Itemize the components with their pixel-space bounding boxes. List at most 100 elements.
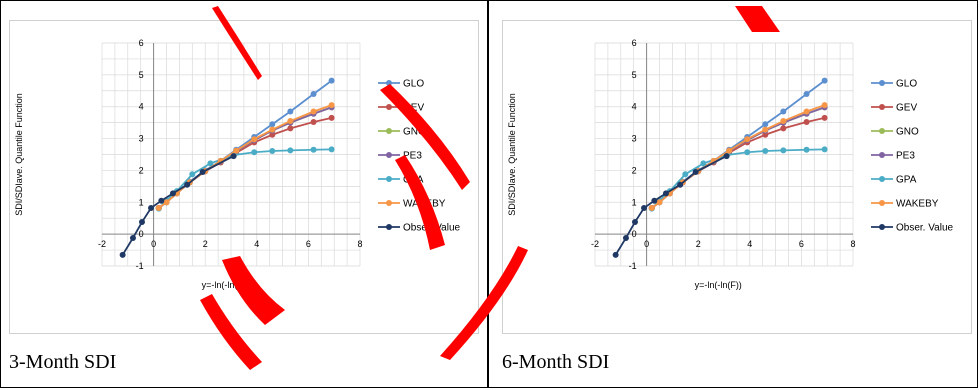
data-point-gpa [803, 146, 810, 153]
data-point-gpa [310, 146, 317, 153]
y-tick-label: 6 [632, 38, 637, 48]
data-point-wakeby [803, 108, 810, 115]
data-point-wakeby [821, 102, 828, 109]
data-point-wakeby [310, 108, 317, 115]
data-point-gpa [821, 146, 828, 153]
data-point-obser-value [119, 251, 126, 258]
series-pe3 [155, 104, 335, 212]
data-point-glo [762, 121, 769, 128]
legend-label: PE3 [896, 151, 915, 162]
data-point-gpa [762, 147, 769, 154]
data-point-obser-value [169, 190, 176, 197]
data-point-obser-value [662, 190, 669, 197]
caption-3-month: 3-Month SDI [9, 351, 117, 373]
y-tick-label: 2 [632, 165, 637, 175]
series-gno [155, 104, 335, 212]
legend-swatch-marker [386, 104, 392, 110]
legend-swatch-marker [386, 176, 392, 182]
legend-label: PE3 [403, 151, 422, 162]
series-obser-value [612, 153, 730, 258]
legend-label: Obser. Value [403, 223, 461, 234]
x-tick-label: 8 [357, 239, 362, 249]
data-point-gpa [700, 160, 707, 167]
series-line-wakeby [651, 104, 825, 209]
series-line-gpa [158, 148, 332, 210]
y-tick-label: 6 [139, 38, 144, 48]
chart-frame-6-month: -1 0 1 2 3 4 5 6 -2 0 2 4 6 8 y=-ln(-ln(F)) SDI/SDIave.… [502, 20, 972, 334]
data-point-wakeby [155, 205, 162, 212]
series-wakeby [155, 102, 335, 212]
legend-entry-obser-value: Obser. Value [378, 223, 461, 234]
data-point-gev [287, 125, 294, 132]
data-point-gpa [780, 147, 787, 154]
data-point-obser-value [129, 234, 136, 241]
x-tick-label: -2 [98, 239, 106, 249]
data-point-obser-value [631, 219, 638, 226]
legend-swatch-marker [879, 224, 885, 230]
y-tick-label: 0 [139, 229, 144, 239]
data-point-wakeby [648, 205, 655, 212]
data-point-obser-value [641, 205, 648, 212]
panel-6-month: -1 0 1 2 3 4 5 6 -2 0 2 4 6 8 y=-ln(-ln(F)) SDI/SDIave.… [488, 0, 978, 388]
series-gev [155, 114, 335, 212]
data-point-wakeby [780, 118, 787, 125]
data-point-gev [803, 119, 810, 126]
data-point-gev [328, 114, 335, 121]
legend-swatch-marker [386, 152, 392, 158]
y-tick-label: -1 [629, 261, 637, 271]
y-tick-label: 2 [139, 165, 144, 175]
data-point-gev [780, 125, 787, 132]
data-point-obser-value [692, 169, 699, 176]
series-line-gpa [651, 148, 825, 210]
data-point-obser-value [199, 169, 206, 176]
x-tick-label: 0 [151, 239, 156, 249]
y-tick-label: -1 [136, 261, 144, 271]
data-point-obser-value [651, 197, 658, 204]
legend-entry-gev: GEV [871, 103, 917, 114]
data-point-glo [310, 90, 317, 97]
series-obser-value [119, 153, 237, 258]
legend-entry-gev: GEV [378, 103, 424, 114]
x-tick-label: 6 [799, 239, 804, 249]
data-point-glo [328, 77, 335, 84]
data-point-wakeby [163, 199, 170, 206]
legend-label: GPA [896, 175, 917, 186]
legend-entry-gno: GNO [378, 127, 426, 138]
chart-3-month: -1 0 1 2 3 4 5 6 -2 0 2 4 6 8 y=-ln(-ln(F)) SDI/SDIave.… [14, 38, 461, 290]
legend-swatch-marker [386, 200, 392, 206]
x-tick-label: 8 [850, 239, 855, 249]
legend-swatch-marker [386, 128, 392, 134]
panel-3-month: -1 0 1 2 3 4 5 6 -2 0 2 4 6 8 y=-ln(-ln(F)) SDI/SDIave.… [0, 0, 488, 388]
data-point-gev [821, 114, 828, 121]
x-axis-title: y=-ln(-ln(F)) [695, 280, 742, 290]
data-point-gpa [328, 146, 335, 153]
y-tick-label: 1 [139, 197, 144, 207]
legend-label: GLO [896, 79, 917, 90]
y-tick-label: 3 [139, 134, 144, 144]
data-point-glo [780, 108, 787, 115]
data-point-gpa [287, 147, 294, 154]
legend-label: GEV [896, 103, 917, 114]
x-tick-label: 6 [306, 239, 311, 249]
data-point-gpa [744, 149, 751, 156]
legend-entry-pe3: PE3 [378, 151, 422, 162]
data-point-gpa [269, 147, 276, 154]
data-point-glo [269, 121, 276, 128]
x-tick-label: 4 [254, 239, 259, 249]
data-point-glo [803, 90, 810, 97]
data-point-glo [287, 108, 294, 115]
chart-6-month: -1 0 1 2 3 4 5 6 -2 0 2 4 6 8 y=-ln(-ln(F)) SDI/SDIave.… [507, 38, 954, 290]
x-tick-label: -2 [591, 239, 599, 249]
legend-label: GNO [403, 127, 426, 138]
series-wakeby [648, 102, 828, 212]
data-point-wakeby [251, 136, 258, 143]
data-point-gpa [682, 171, 689, 178]
legend-swatch-marker [386, 224, 392, 230]
legend-entry-glo: GLO [378, 79, 424, 90]
legend-entry-obser-value: Obser. Value [871, 223, 954, 234]
legend-entry-wakeby: WAKEBY [378, 199, 446, 210]
legend-entry-wakeby: WAKEBY [871, 199, 939, 210]
y-tick-label: 4 [139, 102, 144, 112]
data-point-obser-value [723, 153, 730, 160]
